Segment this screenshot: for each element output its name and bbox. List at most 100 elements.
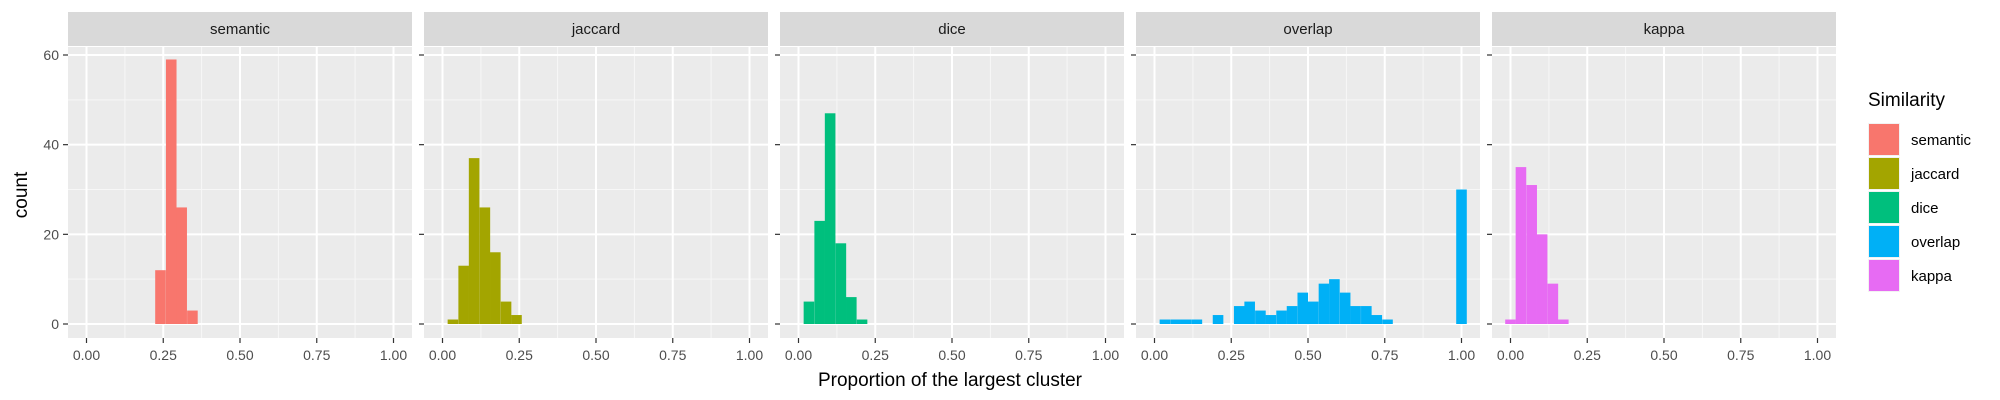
legend-label: semantic bbox=[1911, 132, 1972, 149]
histogram-bar bbox=[1382, 319, 1393, 324]
legend-item-jaccard: jaccard bbox=[1868, 157, 1959, 190]
x-tick-label: 1.00 bbox=[1804, 347, 1831, 363]
facet-strip-label: jaccard bbox=[571, 21, 620, 38]
histogram-bar bbox=[447, 319, 459, 324]
histogram-bar bbox=[1318, 283, 1330, 324]
histogram-bar bbox=[1297, 292, 1309, 324]
x-tick-label: 0.50 bbox=[1650, 347, 1677, 363]
x-tick-label: 0.25 bbox=[506, 347, 533, 363]
y-tick-label: 0 bbox=[51, 316, 59, 332]
facet-strip-label: overlap bbox=[1283, 21, 1332, 38]
facet-strip bbox=[780, 12, 1124, 46]
facets-layer: semantic 0.00 0.25 0.50 0.75 1.00 0 20 40 60 jacca… bbox=[43, 12, 1836, 363]
legend-item-overlap: overlap bbox=[1868, 225, 1960, 258]
histogram-bar bbox=[165, 59, 177, 324]
facet-strip bbox=[424, 12, 768, 46]
x-tick-label: 1.00 bbox=[380, 347, 407, 363]
x-tick-label: 1.00 bbox=[1448, 347, 1475, 363]
x-tick-label: 0.75 bbox=[1015, 347, 1042, 363]
legend-item-semantic: semantic bbox=[1868, 123, 1972, 156]
x-tick-label: 0.00 bbox=[1497, 347, 1524, 363]
histogram-bar bbox=[468, 158, 480, 324]
histogram-bar bbox=[511, 315, 522, 324]
histogram-bar bbox=[458, 265, 469, 324]
histogram-bar bbox=[1526, 185, 1537, 324]
x-tick-label: 0.25 bbox=[150, 347, 177, 363]
histogram-bar bbox=[479, 207, 491, 324]
histogram-bar bbox=[187, 310, 198, 324]
histogram-bar bbox=[1276, 310, 1287, 324]
x-tick-label: 0.00 bbox=[785, 347, 812, 363]
x-tick-label: 0.50 bbox=[938, 347, 965, 363]
x-tick-label: 1.00 bbox=[736, 347, 763, 363]
histogram-bar bbox=[1307, 301, 1319, 324]
histogram-bar bbox=[835, 243, 847, 324]
histogram-bar bbox=[1159, 319, 1171, 324]
facet-strip bbox=[1136, 12, 1480, 46]
histogram-bar bbox=[846, 297, 857, 324]
y-tick-label: 60 bbox=[43, 47, 59, 63]
facet-semantic: semantic 0.00 0.25 0.50 0.75 1.00 0 20 40 60 bbox=[43, 12, 412, 363]
x-tick-label: 0.00 bbox=[1141, 347, 1168, 363]
x-tick-label: 0.25 bbox=[862, 347, 889, 363]
histogram-bar bbox=[1255, 310, 1266, 324]
facet-kappa: kappa 0.00 0.25 0.50 0.75 1.00 bbox=[1487, 12, 1836, 363]
x-tick-label: 0.75 bbox=[303, 347, 330, 363]
histogram-bar bbox=[1505, 319, 1516, 324]
histogram-bar bbox=[1233, 306, 1245, 324]
legend-label: kappa bbox=[1911, 268, 1953, 285]
histogram-bar bbox=[490, 252, 501, 324]
legend-key-swatch bbox=[1869, 124, 1899, 155]
histogram-bar bbox=[1361, 306, 1372, 324]
histogram-bar bbox=[1244, 301, 1255, 324]
histogram-bar bbox=[1265, 315, 1277, 324]
histogram-bar bbox=[176, 207, 187, 324]
x-tick-label: 0.75 bbox=[1727, 347, 1754, 363]
histogram-bar bbox=[1350, 306, 1361, 324]
histogram-bar bbox=[814, 220, 825, 324]
histogram-bar bbox=[1339, 292, 1351, 324]
histogram-bar bbox=[1286, 306, 1298, 324]
histogram-bar bbox=[1456, 189, 1467, 324]
histogram-bar bbox=[1191, 319, 1203, 324]
histogram-bar bbox=[803, 301, 815, 324]
legend-label: dice bbox=[1911, 200, 1939, 217]
x-tick-label: 0.00 bbox=[73, 347, 100, 363]
y-tick-label: 40 bbox=[43, 137, 59, 153]
x-tick-label: 0.50 bbox=[582, 347, 609, 363]
x-tick-label: 0.50 bbox=[226, 347, 253, 363]
y-axis-title: count bbox=[11, 171, 32, 218]
histogram-bar bbox=[1547, 283, 1559, 324]
histogram-bar bbox=[1212, 315, 1224, 324]
histogram-bar bbox=[1371, 315, 1383, 324]
x-tick-label: 0.75 bbox=[659, 347, 686, 363]
legend-key-swatch bbox=[1869, 260, 1899, 291]
legend: Similarity semantic jaccard dice overlap kap… bbox=[1868, 90, 1972, 292]
legend-key-swatch bbox=[1869, 226, 1899, 257]
facet-strip-label: dice bbox=[938, 21, 966, 38]
legend-item-kappa: kappa bbox=[1868, 259, 1953, 292]
facet-strip bbox=[68, 12, 412, 46]
x-tick-label: 1.00 bbox=[1092, 347, 1119, 363]
facet-strip-label: semantic bbox=[210, 21, 271, 38]
x-tick-label: 0.75 bbox=[1371, 347, 1398, 363]
x-tick-label: 0.50 bbox=[1294, 347, 1321, 363]
histogram-bar bbox=[1180, 319, 1192, 324]
histogram-bar bbox=[1558, 319, 1569, 324]
facet-dice: dice 0.00 0.25 0.50 0.75 1.00 bbox=[775, 12, 1124, 363]
histogram-bar bbox=[1536, 234, 1548, 324]
x-tick-label: 0.25 bbox=[1218, 347, 1245, 363]
legend-key-swatch bbox=[1869, 192, 1899, 223]
histogram-bar bbox=[1170, 319, 1181, 324]
facet-jaccard: jaccard 0.00 0.25 0.50 0.75 1.00 bbox=[419, 12, 768, 363]
legend-title: Similarity bbox=[1868, 90, 1946, 111]
facet-strip-label: kappa bbox=[1644, 21, 1686, 38]
legend-key-swatch bbox=[1869, 158, 1899, 189]
histogram-bar bbox=[1329, 279, 1340, 324]
facet-strip bbox=[1492, 12, 1836, 46]
histogram-bar bbox=[824, 113, 836, 325]
histogram-bar bbox=[155, 270, 166, 324]
legend-label: overlap bbox=[1911, 234, 1960, 251]
facet-overlap: overlap 0.00 0.25 0.50 0.75 1.00 bbox=[1131, 12, 1480, 363]
